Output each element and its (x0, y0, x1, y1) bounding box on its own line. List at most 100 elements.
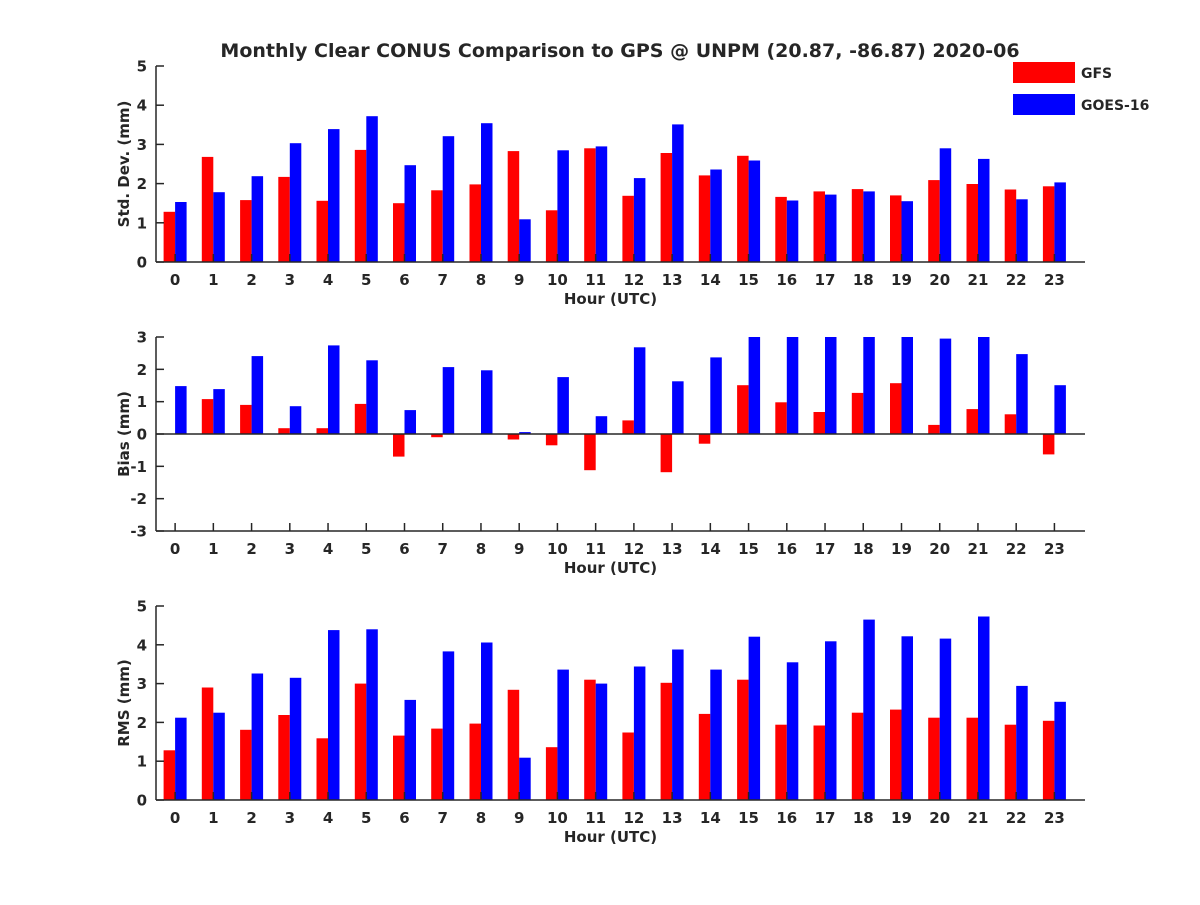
bar-gfs-6 (393, 203, 405, 262)
x-axis-label: Hour (UTC) (564, 290, 657, 308)
legend: GFS GOES-16 (1013, 62, 1149, 115)
y-axis-label: RMS (mm) (115, 659, 133, 746)
x-tick-label: 16 (776, 540, 797, 558)
x-tick-label: 7 (438, 809, 448, 827)
bar-gfs-7 (431, 728, 443, 800)
bar-gfs-21 (966, 184, 978, 262)
bar-goes-16-11 (595, 416, 608, 434)
bar-goes-16-1 (213, 192, 225, 262)
bar-gfs-20 (928, 717, 940, 800)
bar-gfs-6 (393, 434, 405, 457)
bar-goes-16-11 (595, 146, 608, 262)
y-tick-label: 4 (137, 636, 147, 654)
bar-goes-16-19 (901, 636, 913, 800)
x-tick-label: 20 (929, 809, 950, 827)
bar-gfs-22 (1004, 189, 1017, 262)
x-tick-label: 7 (438, 540, 448, 558)
bar-gfs-4 (316, 738, 328, 800)
y-axis-label: Bias (mm) (115, 391, 133, 477)
x-tick-label: 12 (623, 271, 644, 289)
bar-goes-16-21 (978, 337, 990, 434)
x-tick-label: 19 (891, 271, 912, 289)
x-tick-label: 2 (246, 271, 256, 289)
x-tick-label: 1 (208, 809, 218, 827)
bar-goes-16-14 (710, 669, 722, 800)
bar-gfs-3 (278, 428, 290, 434)
bar-goes-16-16 (786, 662, 799, 800)
x-tick-label: 13 (662, 540, 683, 558)
y-tick-label: 2 (137, 361, 147, 379)
bar-goes-16-2 (251, 176, 264, 262)
y-axis-label: Std. Dev. (mm) (115, 101, 133, 228)
legend-swatch-gfs (1013, 62, 1075, 83)
legend-swatch-goes-16 (1013, 94, 1075, 115)
bar-goes-16-12 (633, 178, 646, 262)
bar-goes-16-20 (939, 338, 952, 434)
bar-goes-16-19 (901, 337, 913, 434)
bar-goes-16-8 (481, 123, 493, 262)
y-tick-label: 0 (137, 426, 147, 444)
x-tick-label: 12 (623, 540, 644, 558)
y-tick-label: 4 (137, 97, 147, 115)
bar-gfs-22 (1004, 724, 1017, 800)
bar-gfs-5 (354, 149, 367, 262)
bar-gfs-13 (660, 434, 673, 473)
x-tick-label: 12 (623, 809, 644, 827)
bar-gfs-15 (737, 155, 749, 262)
bar-goes-16-4 (328, 345, 340, 434)
y-tick-label: 2 (137, 175, 147, 193)
x-tick-label: 14 (700, 540, 721, 558)
bar-goes-16-7 (442, 367, 455, 434)
chart-title: Monthly Clear CONUS Comparison to GPS @ … (220, 40, 1019, 62)
x-tick-label: 22 (1006, 540, 1027, 558)
bar-gfs-20 (928, 424, 940, 434)
x-tick-label: 21 (968, 540, 989, 558)
x-tick-label: 18 (853, 809, 874, 827)
bar-goes-16-22 (1016, 199, 1028, 262)
x-tick-label: 8 (476, 271, 486, 289)
y-tick-label: 1 (137, 753, 147, 771)
x-tick-label: 19 (891, 540, 912, 558)
x-tick-label: 9 (514, 540, 524, 558)
bar-gfs-1 (201, 399, 214, 434)
x-tick-label: 16 (776, 271, 797, 289)
x-axis-label: Hour (UTC) (564, 828, 657, 846)
x-tick-label: 6 (399, 271, 409, 289)
bar-gfs-20 (928, 180, 940, 262)
x-tick-label: 15 (738, 809, 759, 827)
bar-goes-16-15 (748, 160, 761, 262)
bar-goes-16-13 (672, 381, 684, 434)
bar-goes-16-12 (633, 347, 646, 434)
bar-goes-16-1 (213, 712, 225, 800)
bar-gfs-1 (201, 156, 214, 262)
x-tick-label: 13 (662, 809, 683, 827)
x-tick-label: 5 (361, 540, 371, 558)
legend-label-goes-16: GOES-16 (1081, 98, 1149, 114)
x-tick-label: 22 (1006, 809, 1027, 827)
y-tick-label: -1 (130, 458, 147, 476)
bar-goes-16-18 (863, 619, 875, 800)
bar-gfs-5 (354, 683, 367, 800)
y-tick-label: 3 (137, 136, 147, 154)
y-tick-label: 1 (137, 214, 147, 232)
x-tick-label: 15 (738, 271, 759, 289)
bar-goes-16-17 (825, 641, 837, 800)
bar-gfs-13 (660, 682, 673, 800)
bar-gfs-23 (1042, 186, 1055, 262)
bar-gfs-22 (1004, 414, 1017, 434)
bar-gfs-18 (851, 189, 864, 262)
bar-goes-16-2 (251, 673, 264, 800)
bar-gfs-14 (698, 434, 711, 444)
bar-gfs-10 (545, 747, 558, 800)
x-tick-label: 22 (1006, 271, 1027, 289)
x-tick-label: 1 (208, 271, 218, 289)
bar-gfs-11 (584, 434, 596, 471)
x-tick-label: 5 (361, 809, 371, 827)
x-tick-label: 17 (815, 809, 836, 827)
x-tick-label: 15 (738, 540, 759, 558)
x-tick-label: 4 (323, 271, 333, 289)
x-tick-label: 21 (968, 809, 989, 827)
bar-gfs-8 (469, 723, 481, 800)
